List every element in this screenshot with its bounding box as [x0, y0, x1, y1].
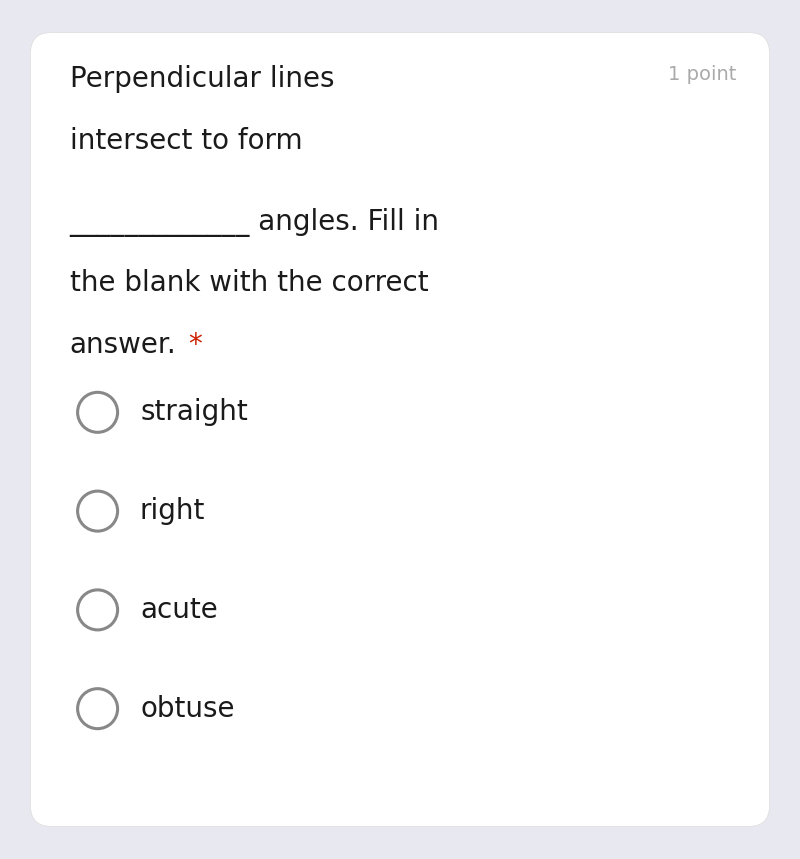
Ellipse shape	[78, 590, 118, 630]
Text: *: *	[188, 332, 202, 359]
Text: the blank with the correct: the blank with the correct	[70, 270, 428, 297]
Text: acute: acute	[140, 596, 218, 624]
Text: 1 point: 1 point	[668, 65, 736, 84]
Ellipse shape	[78, 491, 118, 531]
Text: answer.: answer.	[70, 332, 176, 359]
Ellipse shape	[78, 393, 118, 432]
Text: Perpendicular lines: Perpendicular lines	[70, 65, 334, 94]
Text: right: right	[140, 497, 206, 525]
Text: straight: straight	[140, 399, 248, 426]
Text: _____________ angles. Fill in: _____________ angles. Fill in	[70, 208, 440, 236]
Text: intersect to form: intersect to form	[70, 127, 302, 155]
FancyBboxPatch shape	[30, 33, 770, 826]
Ellipse shape	[78, 689, 118, 728]
Text: obtuse: obtuse	[140, 695, 234, 722]
